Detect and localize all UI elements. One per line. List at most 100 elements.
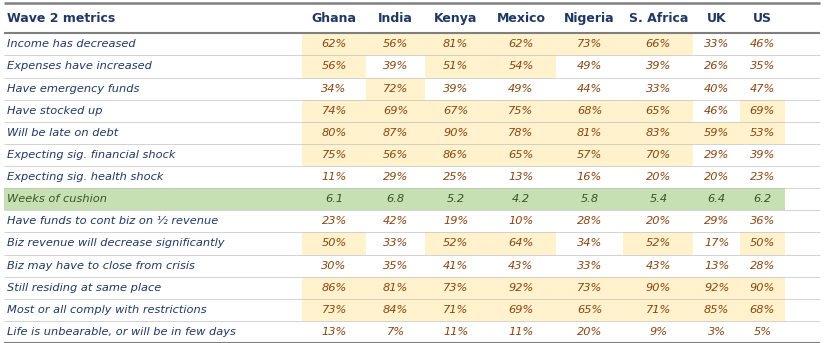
Text: 65%: 65% xyxy=(646,106,671,116)
Text: 39%: 39% xyxy=(750,150,775,160)
Bar xyxy=(302,122,367,144)
Text: 6.4: 6.4 xyxy=(708,194,726,204)
Text: 49%: 49% xyxy=(577,61,602,71)
Text: 11%: 11% xyxy=(508,327,533,337)
Text: 62%: 62% xyxy=(508,39,533,49)
Bar xyxy=(555,144,623,166)
Text: 6.8: 6.8 xyxy=(386,194,405,204)
Bar xyxy=(486,122,555,144)
Bar xyxy=(367,299,425,321)
Bar xyxy=(4,210,302,233)
Text: Biz revenue will decrease significantly: Biz revenue will decrease significantly xyxy=(7,238,225,248)
Bar xyxy=(425,255,486,277)
Text: 69%: 69% xyxy=(750,106,775,116)
Bar xyxy=(740,166,784,188)
Text: Most or all comply with restrictions: Most or all comply with restrictions xyxy=(7,305,207,315)
Text: 81%: 81% xyxy=(443,39,468,49)
Bar xyxy=(486,144,555,166)
Bar xyxy=(740,321,784,343)
Text: US: US xyxy=(753,12,772,25)
Bar xyxy=(486,33,555,56)
Text: 90%: 90% xyxy=(646,283,671,293)
Bar xyxy=(4,78,302,100)
Bar xyxy=(367,78,425,100)
Bar xyxy=(623,233,694,255)
Text: 73%: 73% xyxy=(577,283,602,293)
Bar xyxy=(367,210,425,233)
Bar xyxy=(367,100,425,122)
Text: 51%: 51% xyxy=(443,61,468,71)
Text: 43%: 43% xyxy=(646,261,671,271)
Text: 75%: 75% xyxy=(508,106,533,116)
Text: 23%: 23% xyxy=(750,172,775,182)
Text: Ghana: Ghana xyxy=(311,12,357,25)
Bar xyxy=(623,56,694,78)
Text: 74%: 74% xyxy=(321,106,347,116)
Text: 33%: 33% xyxy=(383,238,409,248)
Bar xyxy=(367,255,425,277)
Text: 19%: 19% xyxy=(443,216,468,226)
Bar xyxy=(486,299,555,321)
Bar xyxy=(555,188,623,210)
Bar xyxy=(302,233,367,255)
Text: 84%: 84% xyxy=(383,305,409,315)
Bar xyxy=(367,166,425,188)
Bar xyxy=(740,33,784,56)
Bar xyxy=(4,277,302,299)
Bar xyxy=(4,100,302,122)
Bar xyxy=(555,78,623,100)
Text: 83%: 83% xyxy=(646,128,671,138)
Bar xyxy=(302,210,367,233)
Text: 20%: 20% xyxy=(646,172,671,182)
Bar xyxy=(425,100,486,122)
Text: 72%: 72% xyxy=(383,84,409,94)
Bar xyxy=(623,188,694,210)
Bar xyxy=(740,56,784,78)
Text: 34%: 34% xyxy=(577,238,602,248)
Bar xyxy=(694,255,740,277)
Bar xyxy=(740,277,784,299)
Text: 43%: 43% xyxy=(508,261,533,271)
Text: 46%: 46% xyxy=(750,39,775,49)
Text: Kenya: Kenya xyxy=(434,12,477,25)
Text: 78%: 78% xyxy=(508,128,533,138)
Bar xyxy=(555,166,623,188)
Bar xyxy=(4,321,302,343)
Text: 90%: 90% xyxy=(443,128,468,138)
Text: 5.4: 5.4 xyxy=(649,194,667,204)
Bar xyxy=(623,144,694,166)
Text: 68%: 68% xyxy=(577,106,602,116)
Text: Expecting sig. health shock: Expecting sig. health shock xyxy=(7,172,164,182)
Bar xyxy=(425,321,486,343)
Bar xyxy=(4,188,302,210)
Bar xyxy=(425,299,486,321)
Text: 75%: 75% xyxy=(321,150,347,160)
Bar xyxy=(486,255,555,277)
Text: 47%: 47% xyxy=(750,84,775,94)
Text: Wave 2 metrics: Wave 2 metrics xyxy=(7,12,115,25)
Bar xyxy=(623,78,694,100)
Bar xyxy=(740,188,784,210)
Bar xyxy=(623,100,694,122)
Bar xyxy=(425,56,486,78)
Text: 65%: 65% xyxy=(577,305,602,315)
Text: 42%: 42% xyxy=(383,216,409,226)
Text: 85%: 85% xyxy=(704,305,729,315)
Text: 10%: 10% xyxy=(508,216,533,226)
Text: 13%: 13% xyxy=(321,327,347,337)
Text: 5.8: 5.8 xyxy=(580,194,598,204)
Text: 56%: 56% xyxy=(383,39,409,49)
Text: 16%: 16% xyxy=(577,172,602,182)
Text: 6.2: 6.2 xyxy=(753,194,771,204)
Bar xyxy=(367,233,425,255)
Text: 33%: 33% xyxy=(704,39,729,49)
Bar xyxy=(555,321,623,343)
Bar xyxy=(740,255,784,277)
Bar xyxy=(694,188,740,210)
Text: Life is unbearable, or will be in few days: Life is unbearable, or will be in few da… xyxy=(7,327,236,337)
Text: 54%: 54% xyxy=(508,61,533,71)
Bar xyxy=(302,78,367,100)
Bar xyxy=(694,33,740,56)
Text: 39%: 39% xyxy=(646,61,671,71)
Text: 20%: 20% xyxy=(646,216,671,226)
